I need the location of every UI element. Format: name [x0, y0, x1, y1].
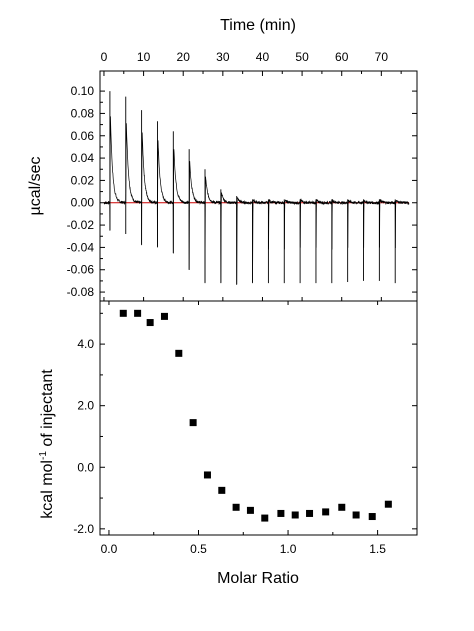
power-tick-label: 0.08 — [71, 106, 95, 120]
isotherm-point — [277, 509, 285, 517]
ratio-tick-label: 0.0 — [101, 542, 118, 556]
heat-tick-label: 2.0 — [77, 399, 94, 413]
thermogram-trace — [103, 91, 410, 285]
isotherm-point — [160, 312, 168, 320]
power-tick-label: -0.08 — [67, 285, 95, 299]
heat-tick-label: 4.0 — [77, 337, 94, 351]
binding-isotherm-panel: 0.0 0.5 1.0 1.5 4.0 2.0 0.0 -2.0 Molar Ratio kc… — [38, 300, 418, 587]
thermogram-frame — [99, 70, 418, 302]
isotherm-point — [134, 309, 142, 317]
time-tick-label: 50 — [295, 50, 309, 64]
time-tick-label: 40 — [256, 50, 270, 64]
isotherm-point — [246, 506, 254, 514]
isotherm-point — [175, 349, 183, 357]
time-tick-label: 0 — [101, 50, 108, 64]
isotherm-point — [189, 419, 197, 427]
heat-axis-title-sup: -1 — [38, 451, 49, 460]
power-tick-label: -0.04 — [67, 240, 95, 254]
heat-tick-label: 0.0 — [77, 460, 94, 474]
heat-axis-title: kcal mol-1 of injectant — [38, 369, 56, 519]
heat-tick-label: -2.0 — [73, 522, 94, 536]
heat-axis-title-pre: kcal mol — [39, 460, 56, 519]
isotherm-point — [218, 486, 226, 494]
isotherm-point — [306, 509, 314, 517]
isotherm-point — [146, 319, 154, 327]
power-tick-label: 0.06 — [71, 129, 95, 143]
isotherm-point — [338, 503, 346, 511]
isotherm-ticks: 0.0 0.5 1.0 1.5 4.0 2.0 0.0 -2.0 — [73, 301, 417, 556]
isotherm-point — [232, 503, 240, 511]
thermogram-ticks: 0 10 20 30 40 50 60 70 0.10 0.08 0.06 0.04 0.02 0.00 -… — [67, 50, 417, 301]
isotherm-point — [352, 511, 360, 519]
isotherm-point — [261, 514, 269, 522]
power-tick-label: -0.02 — [67, 218, 95, 232]
time-tick-label: 30 — [216, 50, 230, 64]
power-tick-label: 0.04 — [71, 151, 95, 165]
isotherm-point — [119, 309, 127, 317]
ratio-tick-label: 1.0 — [280, 542, 297, 556]
isotherm-point — [322, 508, 330, 516]
power-tick-label: 0.00 — [71, 196, 95, 210]
power-tick-label: 0.10 — [71, 84, 95, 98]
heat-axis-title-post: of injectant — [39, 369, 56, 451]
time-tick-label: 60 — [335, 50, 349, 64]
time-axis-title: Time (min) — [220, 17, 296, 34]
isotherm-points — [119, 309, 392, 522]
isotherm-frame — [99, 300, 418, 536]
ratio-tick-label: 0.5 — [190, 542, 207, 556]
thermogram-panel: 0 10 20 30 40 50 60 70 0.10 0.08 0.06 0.04 0.02 0.00 -… — [27, 17, 418, 302]
time-tick-label: 70 — [375, 50, 389, 64]
ratio-tick-label: 1.5 — [369, 542, 386, 556]
power-axis-title: µcal/sec — [27, 156, 44, 215]
molar-ratio-axis-title: Molar Ratio — [217, 570, 299, 587]
time-tick-label: 10 — [137, 50, 151, 64]
isotherm-point — [203, 471, 211, 479]
isotherm-point — [368, 513, 376, 521]
thermogram-line — [103, 116, 410, 285]
isotherm-point — [291, 511, 299, 519]
power-tick-label: -0.06 — [67, 263, 95, 277]
power-tick-label: 0.02 — [71, 173, 95, 187]
time-tick-label: 20 — [177, 50, 191, 64]
isotherm-point — [384, 500, 392, 508]
